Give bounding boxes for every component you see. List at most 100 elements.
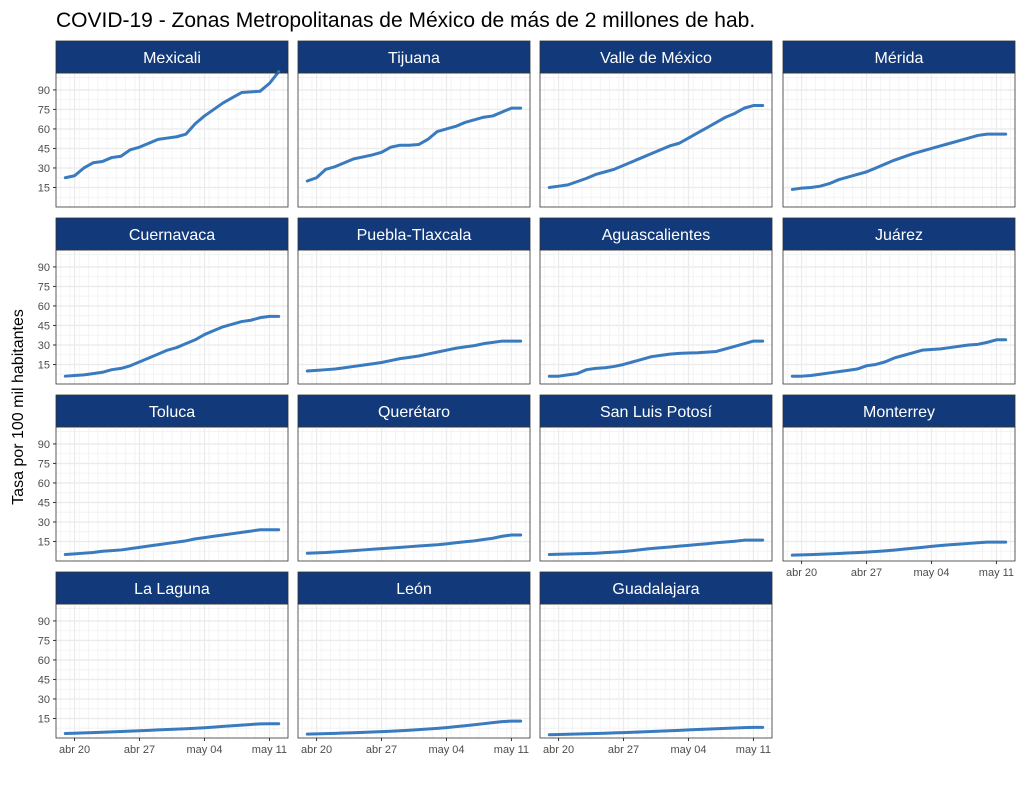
facet-strip [297, 571, 531, 605]
series-line [790, 338, 1008, 378]
facet-strip [539, 571, 773, 605]
x-tick-label: may 11 [252, 744, 287, 756]
facet-strip-label: León [396, 581, 432, 598]
y-tick-label: 60 [38, 655, 50, 667]
panel-border [782, 249, 1016, 385]
panel-border [782, 426, 1016, 562]
facet-panel: San Luis Potosí [539, 394, 773, 562]
facet-panel: Monterrey abr 20 abr 27 may 04 may 11 [782, 394, 1016, 579]
series-line [305, 106, 523, 183]
facet-strip-label: Mexicali [143, 50, 201, 67]
facet-panel: Guadalajara abr 20 abr 27 may 04 may 11 [539, 571, 773, 756]
y-axis-label: Tasa por 100 mil habitantes [10, 309, 27, 505]
y-tick-label: 45 [38, 320, 50, 332]
facet-strip-label: Aguascalientes [602, 227, 711, 244]
facet-panel: Puebla-Tlaxcala [297, 217, 531, 385]
facet-panel: León abr 20 abr 27 may 04 may 11 [297, 571, 531, 756]
facet-strip [782, 217, 1016, 251]
facet-panel: Valle de México [539, 40, 773, 208]
facet-panel: Aguascalientes [539, 217, 773, 385]
y-tick-label: 60 [38, 124, 50, 136]
facet-strip [782, 40, 1016, 74]
x-tick-label: abr 27 [608, 744, 639, 756]
panel-border [297, 72, 531, 208]
series-line [547, 725, 765, 737]
y-tick-label: 60 [38, 478, 50, 490]
y-tick-label: 90 [38, 616, 50, 628]
panel-border [539, 603, 773, 739]
y-tick-label: 15 [38, 359, 50, 371]
facet-strip-label: Toluca [149, 404, 195, 421]
facet-strip-label: Mérida [875, 50, 924, 67]
y-tick-label: 60 [38, 301, 50, 313]
panel-border [539, 426, 773, 562]
series-line [305, 719, 523, 736]
x-tick-label: may 11 [979, 567, 1014, 579]
chart-title: COVID-19 - Zonas Metropolitanas de Méxic… [56, 9, 755, 32]
y-tick-label: 15 [38, 536, 50, 548]
series-line [547, 339, 765, 378]
facet-strip-label: Tijuana [388, 50, 440, 67]
facet-strip [55, 571, 289, 605]
panel-border [55, 249, 289, 385]
facet-strip-label: Puebla-Tlaxcala [357, 227, 472, 244]
panel-border [782, 72, 1016, 208]
x-tick-label: abr 27 [124, 744, 155, 756]
y-tick-label: 30 [38, 163, 50, 175]
panel-border [55, 603, 289, 739]
facet-panel: Mérida [782, 40, 1016, 208]
facet-strip [539, 394, 773, 428]
facet-panel: Mexicali 15 30 45 60 75 90 [38, 40, 289, 208]
y-tick-label: 45 [38, 497, 50, 509]
series-line [63, 528, 281, 556]
facet-strip-label: Monterrey [863, 404, 935, 421]
x-tick-label: may 04 [428, 744, 464, 756]
x-tick-label: abr 20 [543, 744, 574, 756]
y-tick-label: 90 [38, 262, 50, 274]
series-line [547, 104, 765, 189]
y-tick-label: 75 [38, 104, 50, 116]
facet-strip-label: Juárez [875, 227, 923, 244]
series-line [790, 132, 1008, 191]
y-tick-label: 45 [38, 143, 50, 155]
facet-panels: Mexicali 15 30 45 60 75 90 Tijuana Valle de Méxi… [38, 40, 1016, 756]
facet-strip [782, 394, 1016, 428]
y-tick-label: 30 [38, 340, 50, 352]
facet-panel: La Laguna 15 30 45 60 75 90 abr 20 abr 27 may 04 m… [38, 571, 289, 756]
x-tick-label: may 11 [736, 744, 771, 756]
x-tick-label: abr 20 [786, 567, 817, 579]
panel-border [539, 72, 773, 208]
y-tick-label: 75 [38, 281, 50, 293]
facet-strip [55, 394, 289, 428]
series-line [63, 722, 281, 735]
x-tick-label: abr 27 [366, 744, 397, 756]
x-tick-label: may 11 [494, 744, 529, 756]
facet-strip [297, 394, 531, 428]
y-tick-label: 90 [38, 85, 50, 97]
x-tick-label: abr 20 [59, 744, 90, 756]
facet-strip-label: San Luis Potosí [600, 404, 713, 421]
facet-strip-label: Cuernavaca [129, 227, 215, 244]
panel-border [297, 603, 531, 739]
series-line [63, 70, 281, 180]
panel-border [55, 426, 289, 562]
x-tick-label: may 04 [186, 744, 222, 756]
y-tick-label: 15 [38, 713, 50, 725]
y-tick-label: 15 [38, 182, 50, 194]
facet-strip-label: Guadalajara [612, 581, 699, 598]
facet-panel: Cuernavaca 15 30 45 60 75 90 [38, 217, 289, 385]
panel-border [539, 249, 773, 385]
series-line [305, 533, 523, 555]
y-tick-label: 45 [38, 674, 50, 686]
facet-panel: Juárez [782, 217, 1016, 385]
facet-panel: Tijuana [297, 40, 531, 208]
facet-strip [539, 40, 773, 74]
facet-strip [55, 40, 289, 74]
x-tick-label: may 04 [913, 567, 949, 579]
series-line [305, 339, 523, 373]
facet-strip [297, 40, 531, 74]
facet-strip-label: Querétaro [378, 404, 450, 421]
series-line [790, 540, 1008, 557]
x-tick-label: abr 20 [301, 744, 332, 756]
